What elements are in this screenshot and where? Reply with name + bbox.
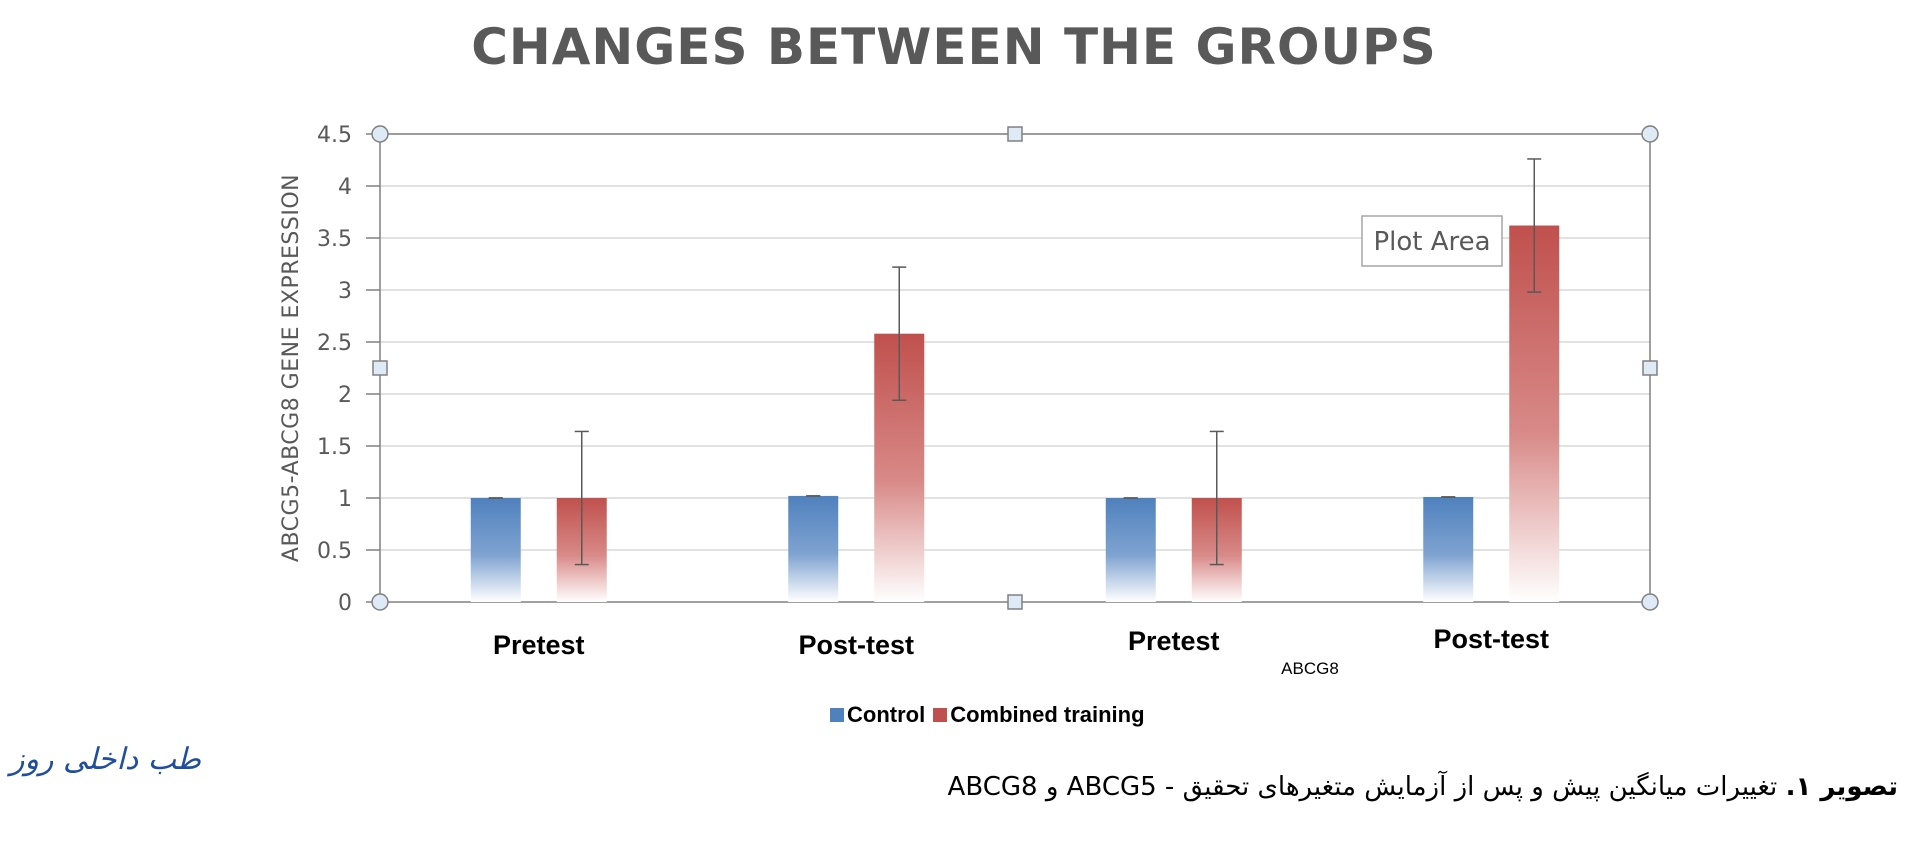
- bar-control-3: [1423, 496, 1474, 602]
- y-tick-label-7: 3.5: [317, 227, 352, 252]
- y-tick-label-5: 2.5: [317, 331, 352, 356]
- x-category-label-3: Post-test: [1433, 624, 1549, 654]
- selection-handle-side-3: [1642, 360, 1658, 376]
- bar-control-1: [788, 495, 839, 602]
- x-category-label-0: Pretest: [493, 630, 585, 660]
- legend: Control Combined training: [830, 700, 1153, 730]
- x-category-label-2: Pretest: [1128, 626, 1220, 656]
- selection-handle-side-1: [1007, 594, 1023, 610]
- y-tick-label-8: 4: [338, 175, 352, 200]
- caption-text: تغییرات میانگین پیش و پس از آزمایش متغیر…: [947, 772, 1786, 802]
- legend-label-combined: Combined training: [950, 702, 1145, 727]
- selection-handle-corner-2: [371, 593, 389, 611]
- legend-swatch-combined: [933, 708, 948, 722]
- figure-caption: تصویر ۱. تغییرات میانگین پیش و پس از آزم…: [948, 772, 1898, 802]
- selection-handle-corner-1: [1641, 125, 1659, 143]
- caption-label: تصویر ۱.: [1785, 772, 1898, 802]
- selection-handle-side-0: [1007, 126, 1023, 142]
- tooltip-box: [1361, 215, 1503, 267]
- x-group-label: ABCG8: [1281, 659, 1339, 678]
- y-tick-label-1: 0.5: [317, 539, 352, 564]
- bar-control-0: [470, 498, 521, 602]
- y-tick-label-4: 2: [338, 383, 352, 408]
- chart-title: CHANGES BETWEEN THE GROUPS: [471, 18, 1437, 76]
- tooltip-text: Plot Area: [1373, 227, 1490, 257]
- legend-item-control: Control: [830, 702, 925, 728]
- legend-label-control: Control: [847, 702, 926, 727]
- y-tick-label-6: 3: [338, 279, 352, 304]
- legend-item-combined: Combined training: [933, 702, 1145, 728]
- y-tick-label-9: 4.5: [317, 123, 352, 148]
- x-category-label-1: Post-test: [798, 630, 914, 660]
- selection-handle-corner-3: [1641, 593, 1659, 611]
- y-tick-label-2: 1: [338, 487, 352, 512]
- y-tick-label-3: 1.5: [317, 435, 352, 460]
- y-axis-title: ABCG5-ABCG8 GENE EXPRESSION: [279, 174, 304, 562]
- selection-handle-side-2: [372, 360, 388, 376]
- legend-swatch-control: [830, 708, 844, 722]
- y-tick-label-0: 0: [338, 591, 352, 616]
- publisher-logo: طب داخلی روز: [10, 742, 202, 777]
- selection-handle-corner-0: [371, 125, 389, 143]
- bar-control-2: [1105, 498, 1156, 602]
